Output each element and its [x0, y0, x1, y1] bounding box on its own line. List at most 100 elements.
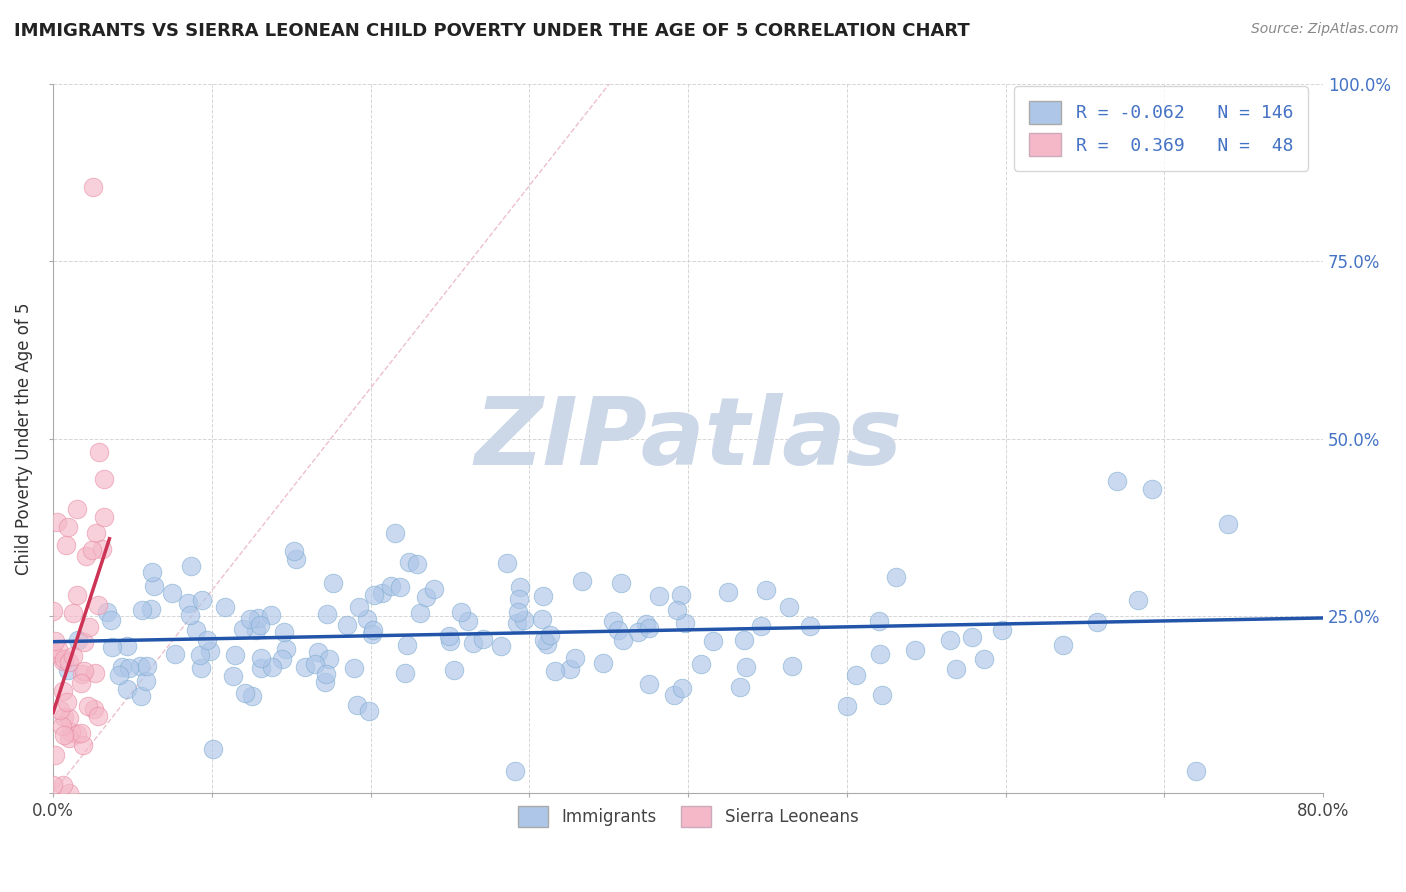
Point — [136, 659, 159, 673]
Point — [609, 576, 631, 591]
Point — [42, 646, 65, 660]
Point — [733, 633, 755, 648]
Point — [1185, 764, 1208, 779]
Point — [869, 647, 891, 661]
Point — [439, 633, 461, 648]
Point — [571, 574, 593, 588]
Point — [612, 632, 634, 647]
Point — [409, 606, 432, 620]
Point — [190, 660, 212, 674]
Point — [52, 710, 75, 724]
Point — [472, 632, 495, 646]
Point — [273, 625, 295, 640]
Point — [249, 617, 271, 632]
Text: ZIPatlas: ZIPatlas — [474, 392, 903, 484]
Point — [135, 674, 157, 689]
Point — [80, 543, 103, 558]
Point — [962, 630, 984, 644]
Point — [509, 580, 531, 594]
Point — [749, 619, 772, 633]
Point — [398, 555, 420, 569]
Point — [44, 634, 66, 648]
Point — [128, 659, 150, 673]
Point — [51, 719, 73, 733]
Point — [69, 676, 91, 690]
Point — [271, 652, 294, 666]
Point — [316, 607, 339, 621]
Point — [356, 612, 378, 626]
Point — [450, 605, 472, 619]
Point — [423, 582, 446, 596]
Point — [58, 520, 80, 534]
Point — [75, 549, 97, 563]
Point — [46, 516, 69, 530]
Point — [359, 704, 381, 718]
Point — [734, 659, 756, 673]
Point — [388, 580, 411, 594]
Point — [870, 688, 893, 702]
Point — [73, 634, 96, 648]
Point — [58, 711, 80, 725]
Legend: Immigrants, Sierra Leoneans: Immigrants, Sierra Leoneans — [512, 799, 865, 834]
Point — [673, 615, 696, 630]
Point — [285, 552, 308, 566]
Point — [1128, 593, 1150, 607]
Point — [46, 642, 69, 657]
Point — [728, 681, 751, 695]
Point — [82, 180, 104, 194]
Point — [245, 624, 267, 638]
Point — [83, 702, 105, 716]
Point — [666, 603, 689, 617]
Point — [530, 612, 553, 626]
Point — [868, 614, 890, 628]
Point — [70, 726, 93, 740]
Point — [395, 638, 418, 652]
Point — [755, 582, 778, 597]
Point — [536, 637, 558, 651]
Point — [66, 588, 89, 602]
Point — [58, 731, 80, 746]
Point — [439, 629, 461, 643]
Point — [307, 645, 329, 659]
Point — [160, 586, 183, 600]
Point — [294, 660, 316, 674]
Point — [506, 615, 529, 630]
Point — [77, 620, 100, 634]
Point — [115, 640, 138, 654]
Point — [222, 668, 245, 682]
Point — [1105, 474, 1128, 488]
Point — [100, 613, 122, 627]
Point — [72, 738, 94, 752]
Point — [837, 698, 859, 713]
Point — [96, 605, 118, 619]
Point — [84, 665, 107, 680]
Point — [59, 725, 82, 739]
Point — [394, 665, 416, 680]
Point — [233, 686, 256, 700]
Point — [77, 698, 100, 713]
Point — [53, 728, 76, 742]
Point — [508, 591, 530, 606]
Point — [702, 633, 724, 648]
Point — [1052, 638, 1074, 652]
Point — [108, 668, 131, 682]
Point — [70, 666, 93, 681]
Point — [538, 628, 561, 642]
Point — [250, 650, 273, 665]
Point — [224, 648, 246, 662]
Point — [55, 538, 77, 552]
Point — [671, 681, 693, 696]
Point — [48, 703, 70, 717]
Point — [461, 636, 484, 650]
Point — [52, 683, 75, 698]
Point — [508, 605, 530, 619]
Point — [91, 542, 114, 557]
Point — [602, 614, 624, 628]
Point — [42, 778, 65, 792]
Point — [191, 593, 214, 607]
Point — [131, 603, 153, 617]
Point — [58, 655, 80, 669]
Point — [336, 617, 359, 632]
Point — [250, 661, 273, 675]
Point — [406, 557, 429, 571]
